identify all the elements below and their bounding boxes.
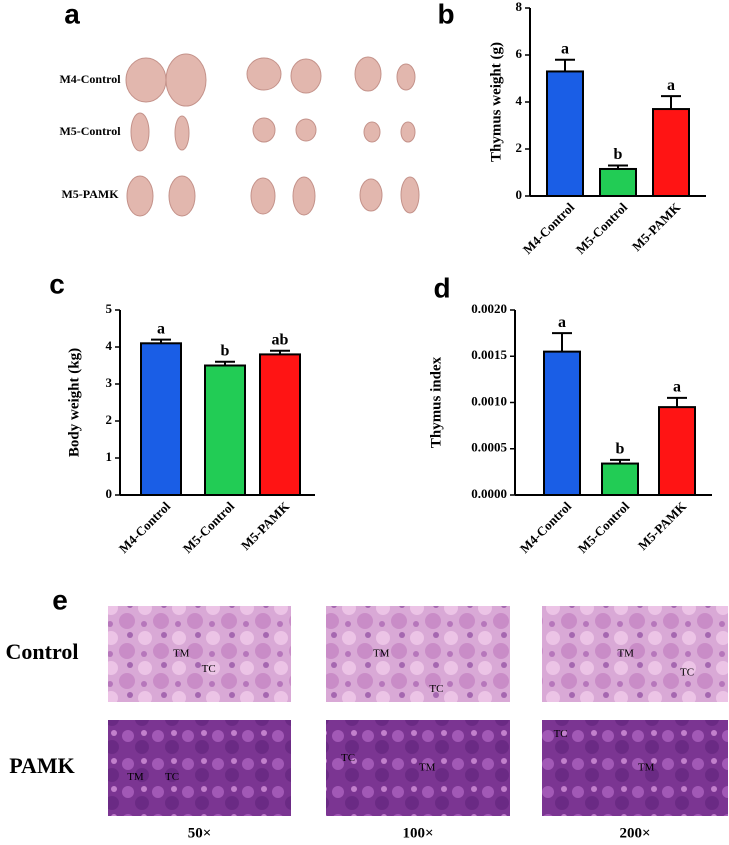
tissue-label: TC — [165, 771, 179, 783]
x-tick-label: M4-Control — [116, 498, 174, 556]
tissue-label: TC — [554, 728, 568, 740]
panel-label: e — [52, 584, 68, 615]
tissue-label: TM — [173, 648, 190, 660]
significance-letter: b — [614, 146, 623, 163]
thymus-photo: M4-Control M5-Control M5-PAMK — [59, 40, 420, 220]
x-tick-label: M5-Control — [180, 498, 238, 556]
thymus-sample — [168, 175, 196, 217]
histology-image — [542, 720, 728, 816]
y-tick-label: 0.0005 — [471, 440, 507, 455]
histology-row-label: Control — [6, 639, 79, 664]
thymus-sample — [165, 53, 207, 107]
significance-letter: a — [561, 40, 569, 57]
thymus-sample — [292, 176, 316, 216]
significance-letter: a — [667, 77, 675, 94]
y-tick-label: 0.0000 — [471, 486, 507, 501]
bar — [543, 350, 581, 496]
bar — [601, 462, 639, 496]
significance-letter: a — [673, 379, 681, 396]
tissue-label: TM — [127, 771, 144, 783]
tissue-label: TC — [202, 663, 216, 675]
x-tick-label: M5-Control — [575, 498, 633, 556]
histology-image — [542, 606, 728, 702]
y-tick-label: 4 — [516, 93, 523, 108]
histology-column-label: 100× — [402, 825, 433, 841]
thymus-sample — [126, 175, 154, 217]
thymus-sample — [354, 56, 382, 92]
thymus-sample — [290, 58, 322, 94]
panel-label: c — [49, 268, 65, 299]
thymus-sample — [363, 121, 381, 143]
significance-letter: a — [157, 320, 165, 337]
histology-image — [326, 720, 510, 816]
x-tick-label: M5-Control — [573, 199, 631, 257]
thymus-sample — [400, 176, 420, 214]
y-tick-label: 0.0010 — [471, 393, 507, 408]
thymus-sample — [359, 178, 383, 212]
panel-label: d — [433, 272, 450, 303]
x-tick-label: M4-Control — [517, 498, 575, 556]
thymus-sample — [125, 57, 167, 103]
panel-label: b — [437, 0, 454, 29]
thymus-sample — [130, 112, 150, 152]
x-tick-label: M5-PAMK — [238, 498, 293, 553]
y-tick-label: 5 — [106, 301, 113, 316]
thymus-sample — [400, 121, 416, 143]
y-tick-label: 0 — [106, 486, 113, 501]
tissue-label: TC — [680, 667, 694, 679]
x-tick-label: M4-Control — [520, 199, 578, 257]
y-tick-label: 0.0020 — [471, 301, 507, 316]
bar — [546, 70, 584, 197]
photo-row-label: M5-PAMK — [61, 187, 119, 201]
thymus-sample — [252, 117, 276, 143]
bar — [259, 353, 301, 496]
histology-image — [108, 720, 291, 816]
histology-column-label: 50× — [188, 825, 212, 841]
histology-image — [326, 606, 510, 702]
tissue-label: TM — [419, 762, 436, 774]
tissue-label: TM — [373, 648, 390, 660]
thymus-sample — [250, 177, 276, 215]
significance-letter: b — [616, 441, 625, 458]
x-tick-label: M5-PAMK — [635, 498, 690, 553]
tissue-label: TC — [341, 752, 355, 764]
tissue-label: TM — [617, 648, 634, 660]
significance-letter: ab — [272, 331, 289, 348]
thymus-sample — [295, 118, 317, 142]
bar — [140, 342, 182, 496]
y-tick-label: 2 — [106, 412, 113, 427]
y-tick-label: 0.0015 — [471, 347, 507, 362]
y-tick-label: 4 — [106, 338, 113, 353]
y-tick-label: 6 — [516, 46, 523, 61]
thymus-sample — [246, 57, 282, 91]
y-tick-label: 3 — [106, 375, 113, 390]
bar — [652, 108, 690, 197]
y-axis-label: Thymus weight (g) — [488, 42, 504, 162]
bar — [204, 364, 246, 496]
thymus-sample — [174, 115, 190, 151]
panel-label: a — [64, 0, 80, 29]
y-tick-label: 2 — [516, 140, 523, 155]
y-tick-label: 8 — [516, 0, 523, 14]
y-axis-label: Body weight (kg) — [66, 348, 82, 457]
histology-image — [108, 606, 291, 702]
histology-row-label: PAMK — [9, 753, 75, 778]
x-tick-label: M5-PAMK — [629, 199, 684, 254]
histology-column-label: 200× — [619, 825, 650, 841]
photo-row-label: M5-Control — [59, 124, 121, 138]
tissue-label: TC — [429, 683, 443, 695]
tissue-label: TM — [638, 762, 655, 774]
photo-row-label: M4-Control — [59, 72, 121, 86]
bar — [599, 167, 637, 198]
y-tick-label: 0 — [516, 187, 523, 202]
y-axis-label: Thymus index — [428, 356, 444, 448]
significance-letter: b — [221, 342, 230, 359]
bar — [658, 406, 696, 496]
thymus-sample — [396, 63, 416, 91]
significance-letter: a — [558, 314, 566, 331]
y-tick-label: 1 — [106, 449, 113, 464]
